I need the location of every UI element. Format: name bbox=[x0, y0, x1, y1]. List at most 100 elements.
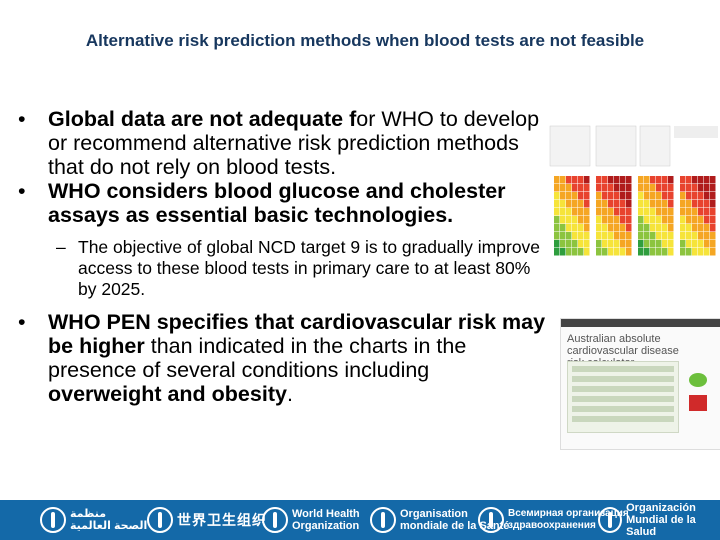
risk-cell bbox=[608, 176, 614, 184]
risk-cell bbox=[560, 176, 566, 184]
risk-cell bbox=[584, 216, 590, 224]
risk-cell bbox=[662, 248, 668, 256]
risk-cell bbox=[554, 200, 560, 208]
risk-cell bbox=[644, 240, 650, 248]
risk-cell bbox=[560, 232, 566, 240]
risk-cell bbox=[686, 192, 692, 200]
risk-cell bbox=[662, 224, 668, 232]
sub-bullet-dash: – bbox=[56, 237, 66, 257]
risk-cell bbox=[566, 176, 572, 184]
risk-cell bbox=[638, 208, 644, 216]
risk-cell bbox=[704, 216, 710, 224]
risk-cell bbox=[614, 248, 620, 256]
risk-cell bbox=[596, 232, 602, 240]
risk-cell bbox=[578, 208, 584, 216]
risk-cell bbox=[668, 200, 674, 208]
risk-cell bbox=[662, 192, 668, 200]
risk-cell bbox=[704, 248, 710, 256]
risk-cell bbox=[602, 200, 608, 208]
risk-cell bbox=[584, 240, 590, 248]
risk-cell bbox=[584, 200, 590, 208]
who-logo-arabic: منظمة الصحة العالمية bbox=[40, 506, 147, 534]
risk-cell bbox=[680, 176, 686, 184]
risk-cell bbox=[650, 248, 656, 256]
risk-cell bbox=[560, 208, 566, 216]
risk-cell bbox=[638, 192, 644, 200]
risk-cell bbox=[578, 232, 584, 240]
risk-cell bbox=[656, 200, 662, 208]
risk-cell bbox=[704, 176, 710, 184]
risk-cell bbox=[578, 192, 584, 200]
risk-cell bbox=[566, 216, 572, 224]
risk-cell bbox=[668, 232, 674, 240]
risk-cell bbox=[710, 232, 716, 240]
risk-cell bbox=[578, 176, 584, 184]
risk-cell bbox=[692, 240, 698, 248]
risk-cell bbox=[656, 240, 662, 248]
risk-cell bbox=[554, 208, 560, 216]
risk-cell bbox=[596, 240, 602, 248]
risk-cell bbox=[560, 216, 566, 224]
risk-cell bbox=[680, 248, 686, 256]
slide-title: Alternative risk prediction methods when… bbox=[85, 31, 645, 50]
risk-cell bbox=[710, 248, 716, 256]
risk-cell bbox=[596, 248, 602, 256]
risk-cell bbox=[620, 248, 626, 256]
risk-cell bbox=[626, 216, 632, 224]
risk-cell bbox=[650, 192, 656, 200]
risk-cell bbox=[626, 208, 632, 216]
risk-chart-image bbox=[540, 122, 720, 272]
risk-cell bbox=[626, 232, 632, 240]
risk-cell bbox=[602, 240, 608, 248]
risk-cell bbox=[680, 200, 686, 208]
risk-cell bbox=[608, 224, 614, 232]
risk-cell bbox=[710, 176, 716, 184]
risk-cell bbox=[662, 208, 668, 216]
risk-cell bbox=[668, 216, 674, 224]
risk-cell bbox=[644, 208, 650, 216]
risk-cell bbox=[560, 184, 566, 192]
risk-cell bbox=[602, 192, 608, 200]
who-emblem-icon bbox=[262, 507, 288, 533]
risk-cell bbox=[554, 184, 560, 192]
risk-cell bbox=[626, 176, 632, 184]
risk-cell bbox=[686, 176, 692, 184]
risk-cell bbox=[566, 200, 572, 208]
risk-cell bbox=[686, 200, 692, 208]
risk-cell bbox=[656, 184, 662, 192]
risk-cell bbox=[584, 224, 590, 232]
who-emblem-icon bbox=[40, 507, 66, 533]
risk-cell bbox=[698, 200, 704, 208]
risk-cell bbox=[710, 216, 716, 224]
logo-text: منظمة الصحة العالمية bbox=[70, 508, 148, 532]
risk-cell bbox=[638, 224, 644, 232]
risk-cell bbox=[572, 192, 578, 200]
risk-cell bbox=[578, 240, 584, 248]
calculator-screenshot: Australian absolute cardiovascular disea… bbox=[560, 318, 720, 450]
risk-cell bbox=[698, 216, 704, 224]
who-emblem-icon bbox=[370, 507, 396, 533]
risk-cell bbox=[602, 248, 608, 256]
risk-cell bbox=[626, 224, 632, 232]
risk-cell bbox=[554, 240, 560, 248]
risk-cell bbox=[692, 200, 698, 208]
risk-cell bbox=[644, 216, 650, 224]
risk-cell bbox=[656, 232, 662, 240]
risk-cell bbox=[644, 200, 650, 208]
risk-cell bbox=[686, 240, 692, 248]
risk-cell bbox=[566, 224, 572, 232]
risk-cell bbox=[626, 200, 632, 208]
sub-bullet-text: The objective of global NCD target 9 is … bbox=[78, 237, 541, 299]
who-emblem-icon bbox=[598, 507, 623, 533]
risk-cell bbox=[572, 176, 578, 184]
logo-text: 世界卫生组织 bbox=[177, 512, 267, 528]
risk-cell bbox=[620, 192, 626, 200]
risk-cell bbox=[626, 184, 632, 192]
risk-cell bbox=[602, 224, 608, 232]
risk-cell bbox=[638, 232, 644, 240]
risk-cell bbox=[596, 208, 602, 216]
risk-cell bbox=[650, 240, 656, 248]
risk-cell bbox=[656, 224, 662, 232]
risk-cell bbox=[662, 184, 668, 192]
risk-cell bbox=[698, 240, 704, 248]
